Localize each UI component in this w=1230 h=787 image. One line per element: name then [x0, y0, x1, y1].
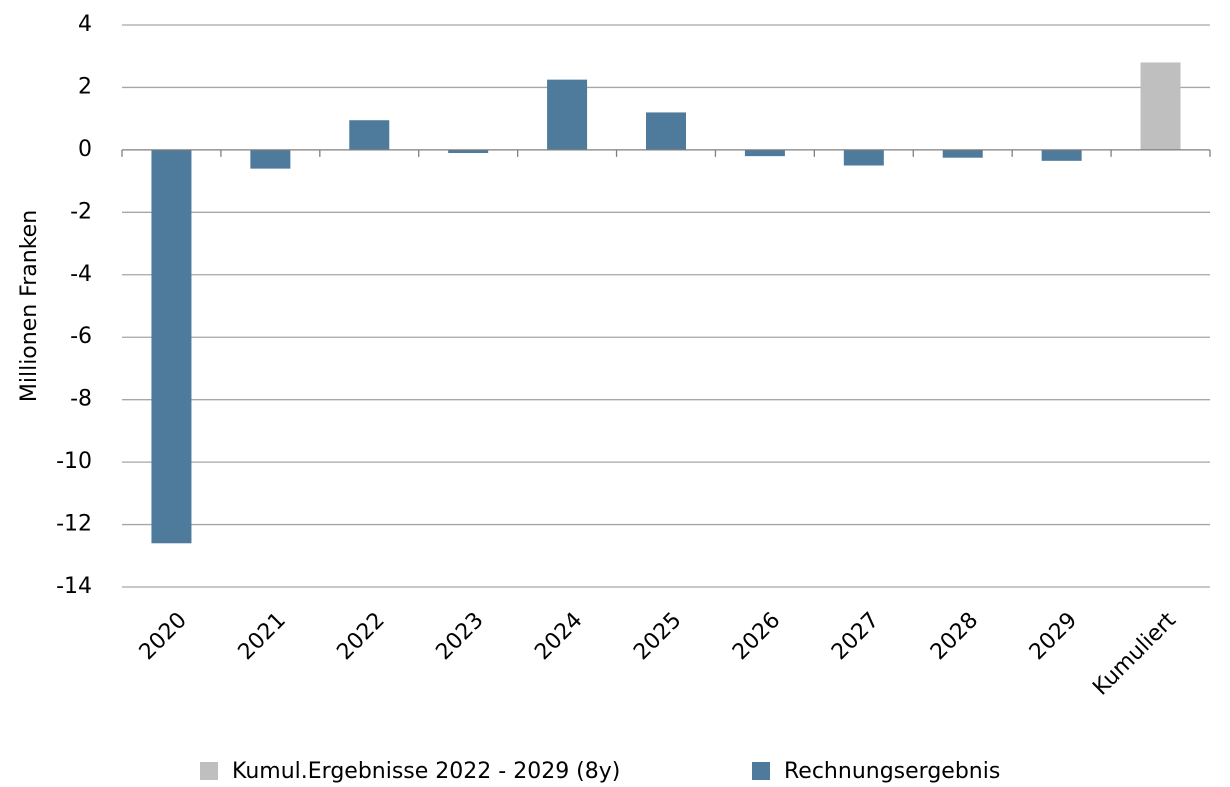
y-tick-label: 0 [78, 137, 92, 162]
y-tick-label: -8 [70, 387, 92, 412]
bar [547, 79, 588, 150]
y-axis-label: Millionen Franken [17, 210, 42, 402]
legend-swatch [752, 762, 770, 780]
bar [1041, 149, 1082, 161]
x-tick-label: 2028 [926, 608, 983, 665]
x-tick-label: 2022 [332, 608, 389, 665]
bar [349, 120, 390, 150]
x-tick-label: 2027 [827, 608, 884, 665]
bar [942, 149, 983, 158]
bar [250, 149, 291, 169]
legend-swatch [200, 762, 218, 780]
x-tick-label: Kumuliert [1088, 608, 1181, 701]
y-tick-label: -2 [70, 199, 92, 224]
bar [448, 149, 489, 154]
y-tick-label: 2 [78, 74, 92, 99]
bar [744, 149, 785, 157]
x-tick-label: 2021 [234, 608, 291, 665]
bar [1140, 62, 1181, 150]
bar [843, 149, 884, 166]
y-tick-label: -6 [70, 324, 92, 349]
x-tick-label: 2029 [1025, 608, 1082, 665]
y-tick-label: -14 [56, 574, 92, 599]
x-tick-label: 2026 [728, 608, 785, 665]
bar [151, 149, 192, 544]
y-tick-label: -12 [56, 512, 92, 537]
x-tick-label: 2024 [530, 608, 587, 665]
bar [646, 112, 686, 150]
legend-label: Kumul.Ergebnisse 2022 - 2029 (8y) [232, 759, 620, 784]
x-tick-label: 2025 [629, 608, 686, 665]
x-tick-label: 2020 [135, 608, 192, 665]
y-tick-label: -4 [70, 262, 92, 287]
legend-label: Rechnungsergebnis [784, 759, 1000, 784]
y-tick-label: 4 [78, 12, 92, 37]
x-tick-label: 2023 [431, 608, 488, 665]
y-tick-label: -10 [56, 449, 92, 474]
